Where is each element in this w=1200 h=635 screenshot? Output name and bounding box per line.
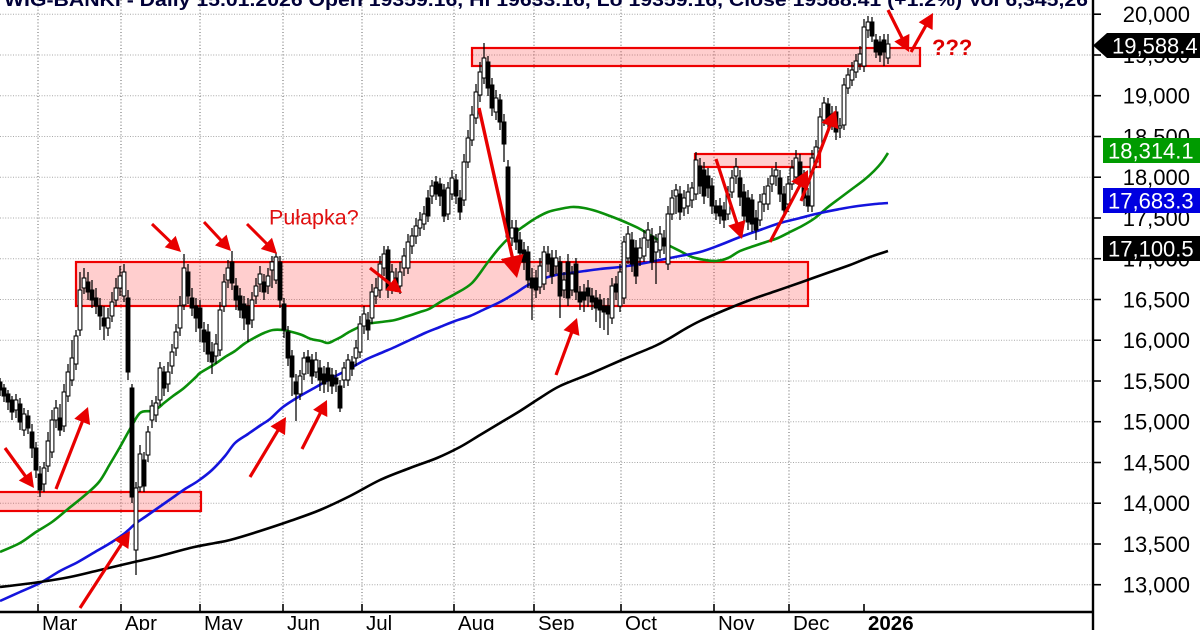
svg-text:???: ???	[932, 35, 972, 60]
svg-text:13,000: 13,000	[1123, 573, 1190, 598]
svg-text:Jun: Jun	[287, 612, 320, 630]
svg-text:20,000: 20,000	[1123, 2, 1190, 27]
svg-text:May: May	[204, 612, 243, 630]
svg-text:19,588.4: 19,588.4	[1112, 34, 1198, 59]
svg-text:Oct: Oct	[625, 612, 657, 630]
svg-text:18,314.1: 18,314.1	[1108, 139, 1194, 164]
svg-text:15,500: 15,500	[1123, 369, 1190, 394]
svg-text:Nov: Nov	[718, 612, 755, 630]
svg-text:14,500: 14,500	[1123, 451, 1190, 476]
svg-text:14,000: 14,000	[1123, 491, 1190, 516]
svg-text:17,100.5: 17,100.5	[1108, 237, 1194, 262]
svg-text:17,683.3: 17,683.3	[1108, 189, 1194, 214]
svg-text:18,000: 18,000	[1123, 165, 1190, 190]
svg-text:Sep: Sep	[538, 612, 574, 630]
svg-text:15,000: 15,000	[1123, 410, 1190, 435]
svg-text:16,500: 16,500	[1123, 288, 1190, 313]
svg-text:2026: 2026	[868, 612, 914, 630]
svg-text:Pułapka?: Pułapka?	[269, 206, 359, 230]
svg-text:13,500: 13,500	[1123, 532, 1190, 557]
svg-text:Apr: Apr	[125, 612, 157, 630]
svg-text:Mar: Mar	[42, 612, 77, 630]
svg-text:16,000: 16,000	[1123, 328, 1190, 353]
svg-text:Jul: Jul	[366, 612, 392, 630]
svg-text:WIG-BANKI - Daily 15.01.2026 O: WIG-BANKI - Daily 15.01.2026 Open 19359.…	[4, 0, 1088, 10]
svg-text:Dec: Dec	[793, 612, 829, 630]
svg-text:19,000: 19,000	[1123, 84, 1190, 109]
svg-text:Aug: Aug	[458, 612, 494, 630]
